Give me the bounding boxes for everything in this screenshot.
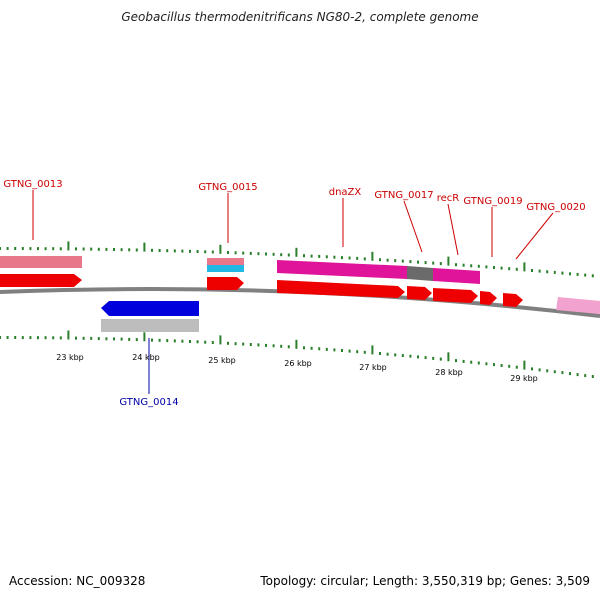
cds-arrow-gtng-0013[interactable] (0, 274, 82, 287)
cds-arrow-gtng-0019[interactable] (480, 291, 497, 305)
scale-label: 27 kbp (359, 363, 387, 372)
cds-arrow-gtng-0020[interactable] (503, 293, 523, 307)
gene-bar-gtng-0017[interactable] (407, 266, 433, 281)
gene-bar-recr[interactable] (433, 268, 480, 284)
gene-bar-gtng-0014[interactable] (101, 319, 199, 332)
gene-label-dnazx[interactable]: dnaZX (329, 187, 362, 198)
gene-bar-gtng-0021[interactable] (556, 297, 600, 314)
gene-label-gtng-0013[interactable]: GTNG_0013 (3, 179, 62, 190)
scale-label: 23 kbp (56, 353, 84, 362)
gene-bar-gtng-0015-cyan[interactable] (207, 265, 244, 272)
label-line-gtng-0020 (515, 212, 554, 260)
genome-summary: Topology: circular; Length: 3,550,319 bp… (260, 574, 590, 588)
scale-label: 28 kbp (435, 368, 463, 377)
gene-label-gtng-0017[interactable]: GTNG_0017 (374, 190, 433, 201)
gene-bar-gtng-0013[interactable] (0, 256, 82, 268)
scale-label: 25 kbp (208, 356, 236, 365)
cds-arrow-dnazx[interactable] (277, 280, 405, 298)
label-line-gtng-0017 (403, 200, 423, 253)
gene-bar-gtng-0015[interactable] (207, 258, 244, 265)
scale-label: 29 kbp (510, 374, 538, 383)
cds-arrow-gtng-0015[interactable] (207, 277, 244, 290)
gene-label-gtng-0015[interactable]: GTNG_0015 (198, 182, 257, 193)
cds-arrow-gtng-0014[interactable] (101, 301, 199, 316)
genome-title: Geobacillus thermodenitrificans NG80-2, … (121, 10, 479, 24)
tick-row-outer (0, 241, 594, 278)
gene-bar-dnazx[interactable] (277, 260, 407, 279)
scale-label: 26 kbp (284, 359, 312, 368)
gene-label-gtng-0019[interactable]: GTNG_0019 (463, 196, 522, 207)
cds-arrow-gtng-0017[interactable] (407, 286, 432, 300)
gene-label-gtng-0020[interactable]: GTNG_0020 (526, 202, 585, 213)
label-line-recr (447, 203, 459, 256)
cds-arrow-recr[interactable] (433, 288, 478, 303)
tick-row-inner (0, 330, 594, 378)
accession-text: Accession: NC_009328 (9, 574, 146, 588)
gene-label-gtng-0014[interactable]: GTNG_0014 (119, 397, 178, 408)
scale-label: 24 kbp (132, 353, 160, 362)
gene-label-recr[interactable]: recR (437, 193, 460, 204)
